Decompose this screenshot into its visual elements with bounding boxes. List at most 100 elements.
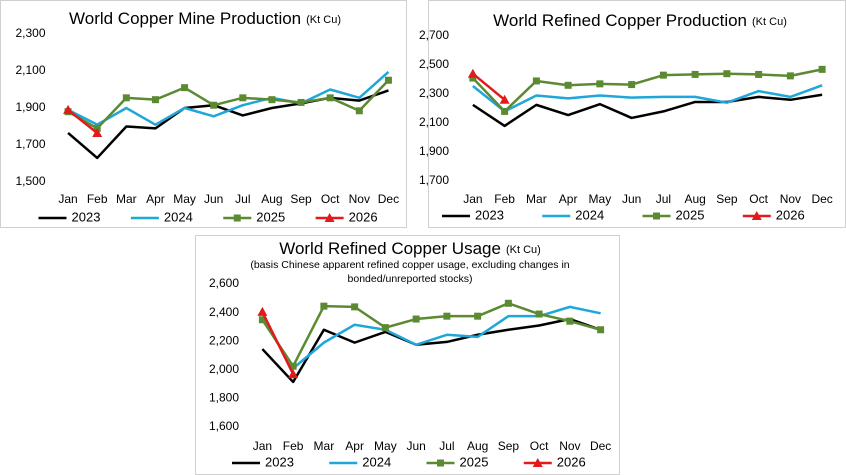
x-tick-label: Dec (378, 192, 399, 206)
marker (691, 70, 699, 78)
marker (786, 72, 794, 80)
marker (233, 214, 241, 222)
marker (63, 104, 74, 114)
unit-text: (Kt Cu) (306, 14, 341, 26)
y-tick-label: 1,800 (209, 391, 239, 405)
legend-label: 2024 (164, 209, 193, 224)
legend-label: 2025 (676, 207, 705, 222)
series-line (472, 84, 823, 113)
legend-label: 2025 (460, 454, 489, 469)
marker (151, 96, 159, 104)
legend-label: 2026 (776, 207, 805, 222)
chart-title: World Refined Copper Production (Kt Cu) (493, 11, 787, 30)
marker (504, 299, 512, 307)
marker (437, 459, 444, 467)
legend-label: 2026 (349, 209, 378, 224)
marker (122, 94, 130, 102)
series-line (67, 70, 390, 126)
marker (501, 107, 509, 115)
x-tick-label: Jul (235, 192, 250, 206)
x-tick-label: Sep (498, 439, 520, 453)
y-tick-label: 2,400 (209, 305, 239, 319)
x-tick-label: May (374, 439, 397, 453)
x-tick-label: Jul (656, 192, 671, 206)
marker (628, 81, 636, 89)
marker (499, 94, 510, 104)
series-line (472, 72, 506, 101)
title-text: World Copper Mine Production (69, 9, 301, 28)
x-tick-label: Aug (467, 439, 488, 453)
marker (564, 81, 572, 89)
panel (0, 0, 407, 228)
x-tick-label: Oct (530, 439, 549, 453)
marker (288, 369, 299, 379)
x-tick-label: Jul (439, 439, 454, 453)
x-tick-label: Aug (684, 192, 705, 206)
legend-label: 2026 (557, 454, 586, 469)
marker (257, 306, 268, 316)
x-tick-label: May (173, 192, 196, 206)
legend-label: 2023 (72, 209, 101, 224)
x-tick-label: Mar (116, 192, 137, 206)
marker (258, 316, 266, 324)
marker (355, 107, 363, 115)
y-tick-label: 1,700 (15, 137, 45, 151)
x-tick-label: Jun (204, 192, 223, 206)
marker (723, 70, 731, 78)
y-tick-label: 2,500 (419, 57, 449, 71)
x-tick-label: Mar (314, 439, 335, 453)
x-tick-label: Nov (780, 192, 801, 206)
marker (469, 74, 477, 82)
x-tick-label: Apr (559, 192, 578, 206)
x-tick-label: Aug (261, 192, 282, 206)
legend-label: 2023 (475, 207, 504, 222)
chart-title: World Copper Mine Production (Kt Cu) (69, 9, 341, 28)
marker (751, 211, 762, 220)
title-text: World Refined Copper Production (493, 11, 747, 30)
x-tick-label: Sep (290, 192, 312, 206)
x-tick-label: May (589, 192, 612, 206)
marker (532, 458, 543, 467)
marker (324, 213, 335, 222)
y-tick-label: 2,100 (15, 63, 45, 77)
series-line (261, 311, 295, 375)
marker (239, 94, 247, 102)
y-tick-label: 2,000 (209, 362, 239, 376)
chart-title: World Refined Copper Usage (Kt Cu) (279, 239, 541, 258)
legend-label: 2025 (256, 209, 285, 224)
series-line (472, 93, 823, 128)
marker (659, 71, 667, 79)
x-tick-label: Mar (526, 192, 547, 206)
x-tick-label: Jan (253, 439, 272, 453)
marker (474, 312, 482, 320)
x-tick-label: Feb (494, 192, 515, 206)
marker (297, 98, 305, 106)
x-tick-label: Feb (87, 192, 108, 206)
marker (268, 96, 276, 104)
marker (384, 76, 392, 84)
legend-label: 2023 (265, 454, 294, 469)
x-tick-label: Apr (146, 192, 165, 206)
subtitle: (basis Chinese apparent refined copper u… (250, 259, 569, 271)
series-line (261, 317, 602, 384)
legend-label: 2024 (362, 454, 391, 469)
marker (351, 303, 359, 311)
x-tick-label: Jun (406, 439, 425, 453)
x-tick-label: Feb (283, 439, 304, 453)
x-tick-label: Nov (559, 439, 580, 453)
y-tick-label: 1,900 (15, 100, 45, 114)
marker (92, 127, 103, 137)
series-line (67, 79, 390, 130)
marker (210, 101, 218, 109)
y-tick-label: 2,300 (419, 86, 449, 100)
marker (653, 212, 660, 220)
y-tick-label: 2,700 (419, 28, 449, 42)
marker (412, 315, 420, 323)
marker (467, 68, 478, 78)
marker (381, 324, 389, 332)
marker (320, 302, 328, 310)
x-tick-label: Jun (622, 192, 641, 206)
unit-text: (Kt Cu) (506, 244, 541, 256)
x-tick-label: Apr (345, 439, 364, 453)
title-text: World Refined Copper Usage (279, 239, 501, 258)
